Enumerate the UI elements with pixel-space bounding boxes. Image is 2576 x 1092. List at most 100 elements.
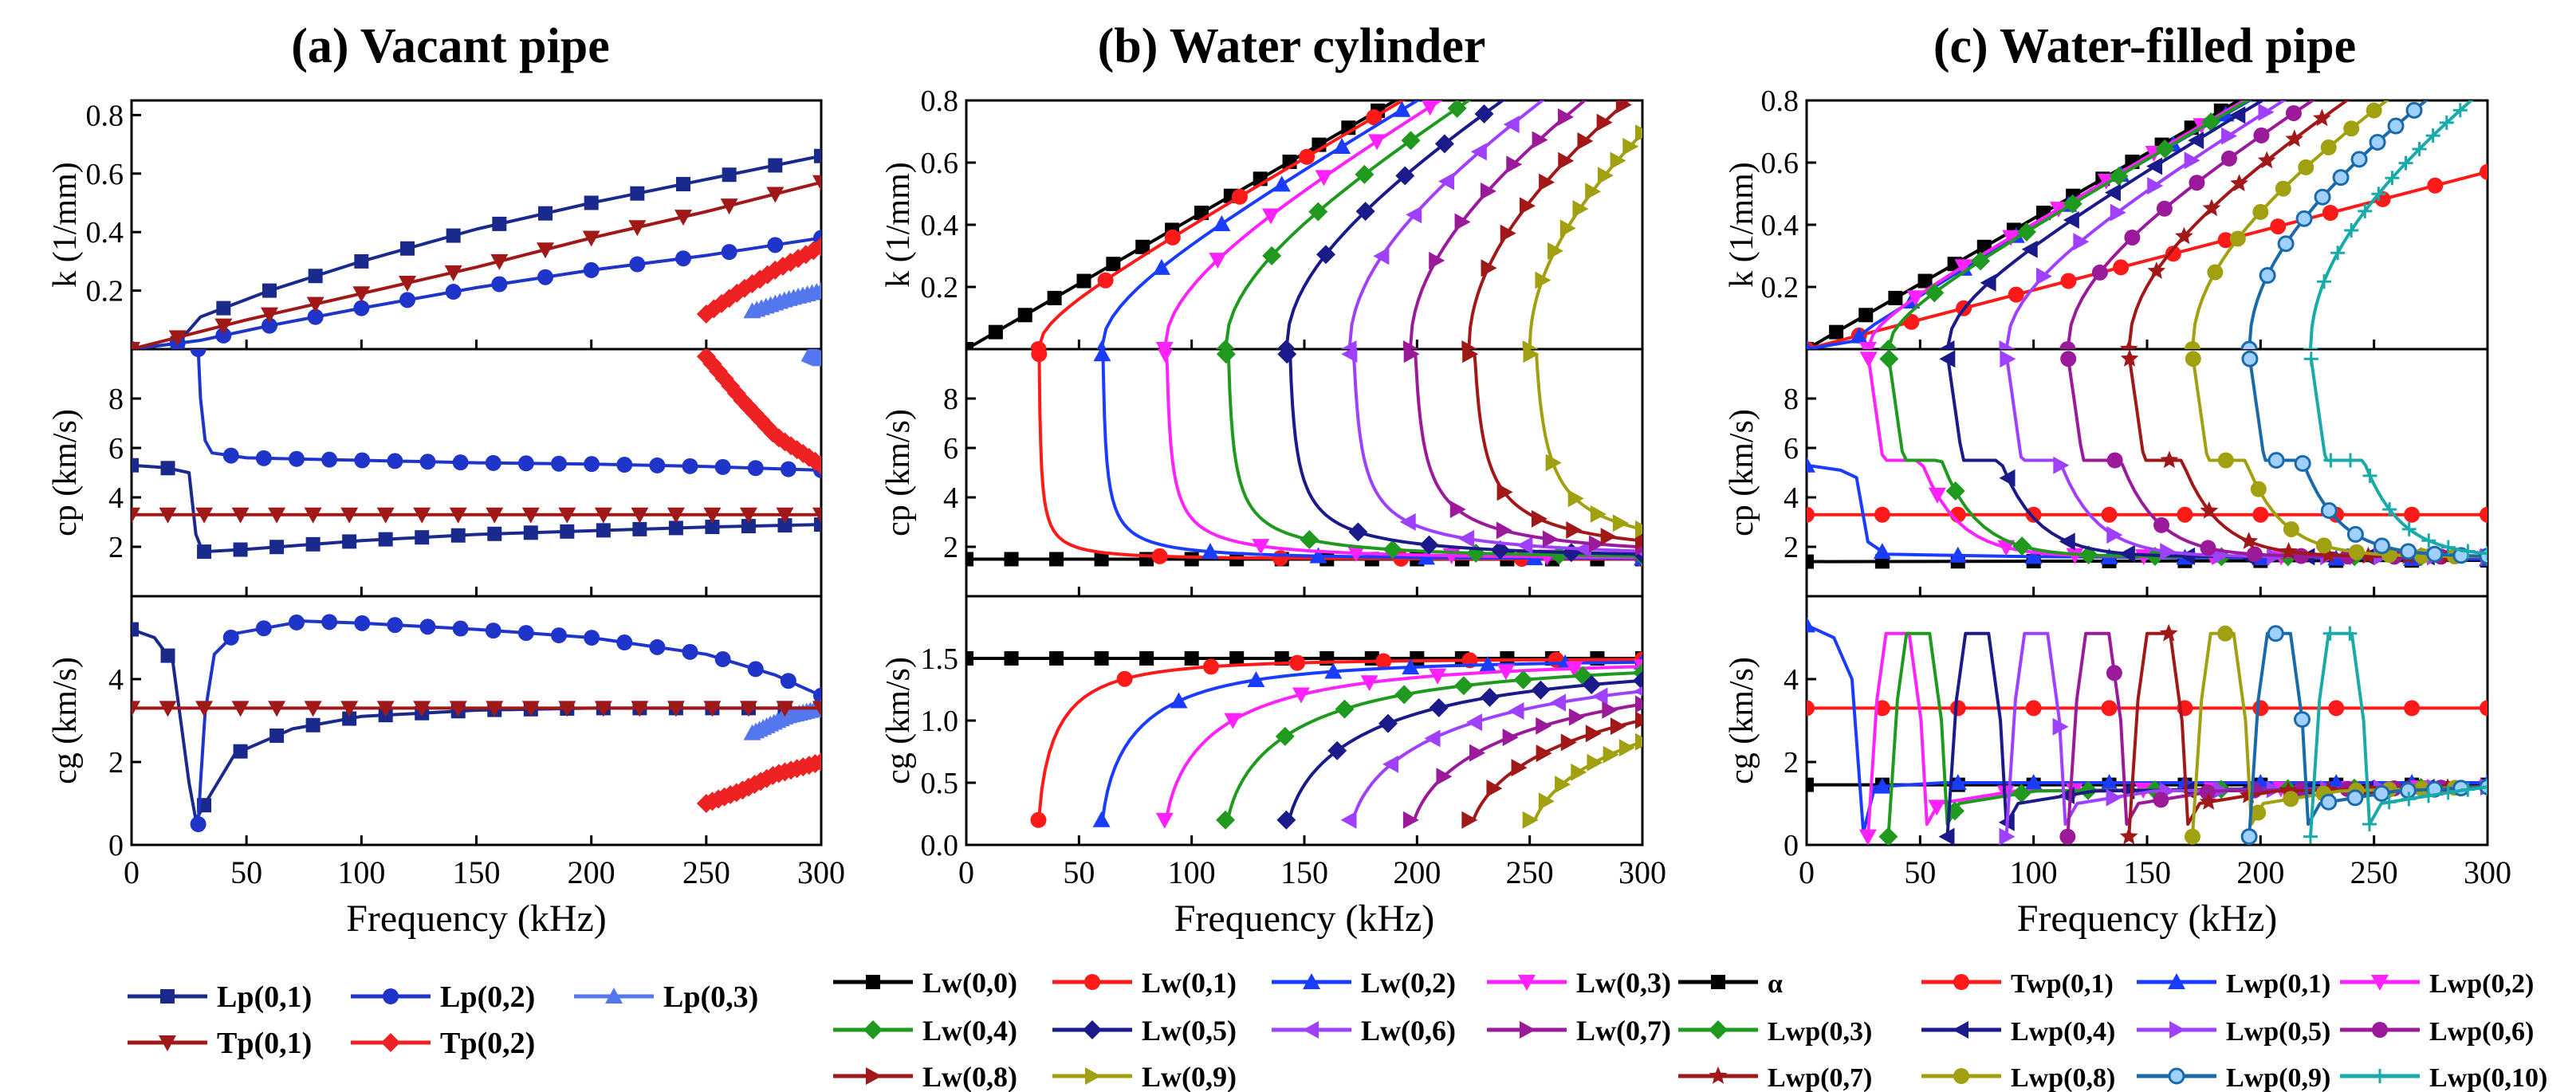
y-tick-label: 2 xyxy=(108,746,124,780)
y-tick-label: 0.0 xyxy=(921,829,959,862)
series-Lwp(0,6)-marker xyxy=(2246,546,2263,563)
series-Lwp(0,6)-marker xyxy=(2059,828,2076,845)
series-α-marker xyxy=(1917,273,1933,289)
series-Lp(0,2)-marker xyxy=(714,651,731,668)
series-Lwp(0,1)-marker xyxy=(1949,546,1967,563)
series-Lw(0,3)-marker xyxy=(1155,342,1174,349)
series-Lwp(0,8)-marker xyxy=(2207,264,2224,281)
y-tick-label: 6 xyxy=(108,432,124,465)
series-Lw(0,9)-marker xyxy=(1567,489,1584,508)
series-Lw(0,4)-marker xyxy=(1335,699,1355,719)
series-Lwp(0,5)-marker xyxy=(2258,103,2275,121)
series-Lw(0,9)-marker xyxy=(1635,733,1642,751)
series-Lp(0,2)-marker xyxy=(190,349,206,357)
series-Lw(0,8)-marker xyxy=(1615,100,1632,114)
series-Lw(0,7)-marker xyxy=(1557,108,1574,126)
series-Lwp(0,9)-marker xyxy=(2387,117,2405,135)
series-Lw(0,6)-marker xyxy=(1399,513,1416,531)
series-Lw(0,7)-line xyxy=(1409,702,1642,822)
series-Lw(0,3)-marker xyxy=(1360,675,1378,692)
series-Lw(0,4)-marker xyxy=(1262,246,1282,265)
series-Lw(0,7)-marker xyxy=(1402,811,1419,829)
series-Lw(0,6)-marker xyxy=(1516,536,1533,555)
y-tick-label: 8 xyxy=(108,383,124,416)
legend-entry: Lwp(0,10) xyxy=(2340,1063,2547,1092)
series-Tp(0,1)-marker xyxy=(399,276,416,293)
legend-marker xyxy=(1518,975,1536,991)
legend-entry: Lwp(0,2) xyxy=(2340,969,2534,999)
series-Lw(0,8)-marker xyxy=(1566,521,1583,540)
series-Lwp(0,6)-marker xyxy=(2153,792,2169,808)
series-Twp(0,1)-marker xyxy=(1807,700,1815,717)
series-Lp(0,1)-marker xyxy=(308,269,323,284)
series-Lw(0,4)-marker xyxy=(1308,202,1328,222)
legend-marker xyxy=(863,1020,883,1039)
series-Tp(0,1)-marker xyxy=(594,507,612,524)
series-Lwp(0,9)-marker xyxy=(2294,454,2311,472)
series-Lw(0,9)-line xyxy=(1528,132,1642,349)
series-Lw(0,1)-line xyxy=(1036,100,1406,349)
series-Lw(0,9)-marker xyxy=(1538,792,1555,811)
series-Lp(0,2)-marker xyxy=(714,458,731,475)
series-Lwp(0,6)-line xyxy=(2066,100,2316,349)
series-Lwp(0,9)-marker xyxy=(2369,133,2386,151)
series-Lp(0,1)-marker xyxy=(305,717,321,733)
series-Tp(0,1)-marker xyxy=(486,701,504,717)
series-Lp(0,2)-marker xyxy=(387,453,403,469)
series-Lp(0,2)-marker xyxy=(780,461,796,477)
series-Lw(0,6)-line xyxy=(1348,352,1642,553)
series-Lw(0,3)-marker xyxy=(1347,545,1365,562)
series-Lp(0,2)-marker xyxy=(629,256,646,273)
legend-label: Twp(0,1) xyxy=(2011,969,2114,999)
series-Lw(0,8)-marker xyxy=(1560,733,1577,752)
x-tick-label: 0 xyxy=(124,854,140,890)
series-Lwp(0,10)-marker xyxy=(2421,788,2436,803)
legend-entry: Lw(0,8) xyxy=(833,1061,1017,1092)
series-Lw(0,4)-marker xyxy=(1453,676,1473,696)
series-Twp(0,1)-marker xyxy=(2177,506,2193,523)
series-Twp(0,1)-marker xyxy=(2113,259,2130,276)
series-Lwp(0,3)-marker xyxy=(2201,112,2221,132)
series-Lp(0,2)-marker xyxy=(307,308,324,325)
legend-entry: Lp(0,1) xyxy=(128,980,312,1014)
series-Lp(0,1)-marker xyxy=(768,158,783,173)
legend-label: Lwp(0,3) xyxy=(1768,1017,1872,1047)
series-Lp(0,1)-marker xyxy=(197,544,212,560)
series-Lw(0,6)-marker xyxy=(1341,349,1358,363)
series-Lp(0,1)-marker xyxy=(233,744,248,759)
series-Tp(0,1)-marker xyxy=(159,507,177,524)
series-Lwp(0,10)-marker xyxy=(2362,817,2377,831)
series-Tp(0,1)-marker xyxy=(490,253,509,270)
series-Lw(0,8)-marker xyxy=(1610,717,1626,736)
series-Lw(0,4)-marker xyxy=(1401,131,1421,151)
series-Lp(0,2)-marker xyxy=(747,460,764,477)
series-Lw(0,9)-marker xyxy=(1587,753,1603,772)
legend-entry: Lw(0,3) xyxy=(1487,967,1671,999)
series-Lwp(0,3)-marker xyxy=(1878,340,1898,349)
series-Tp(0,1)-marker xyxy=(376,701,395,717)
series-Lwp(0,7)-marker xyxy=(2257,151,2276,169)
series-Lw(0,9)-marker xyxy=(1523,349,1540,363)
series-Lwp(0,8)-marker xyxy=(2315,537,2332,554)
series-Tp(0,1)-marker xyxy=(413,507,431,524)
series-Lwp(0,3)-marker xyxy=(1945,481,1965,501)
series-Lw(0,3)-line xyxy=(1163,352,1642,560)
legend-marker xyxy=(2168,973,2185,989)
series-Lp(0,1)-marker xyxy=(741,519,756,534)
series-Lwp(0,9)-marker xyxy=(2314,188,2331,206)
series-Lwp(0,10)-marker xyxy=(2371,187,2386,202)
series-Tp(0,1)-marker xyxy=(582,230,600,247)
series-Lw(0,1)-marker xyxy=(1030,811,1047,828)
series-Lwp(0,1)-marker xyxy=(1807,616,1815,633)
series-Lw(0,4)-marker xyxy=(1300,530,1319,550)
series-Lw(0,7)-line xyxy=(1409,352,1642,549)
series-Lwp(0,8)-line xyxy=(2190,100,2390,349)
series-Lwp(0,5)-marker xyxy=(2160,543,2177,561)
series-Lwp(0,5)-marker xyxy=(2052,717,2069,736)
series-Lw(0,4)-marker xyxy=(1513,670,1533,689)
series-Lp(0,2)-marker xyxy=(222,629,239,646)
series-Lw(0,8)-marker xyxy=(1500,224,1516,242)
series-Lwp(0,8)-marker xyxy=(2217,625,2234,642)
series-Lwp(0,10)-marker xyxy=(2342,626,2358,641)
legend-marker xyxy=(2372,1022,2388,1038)
